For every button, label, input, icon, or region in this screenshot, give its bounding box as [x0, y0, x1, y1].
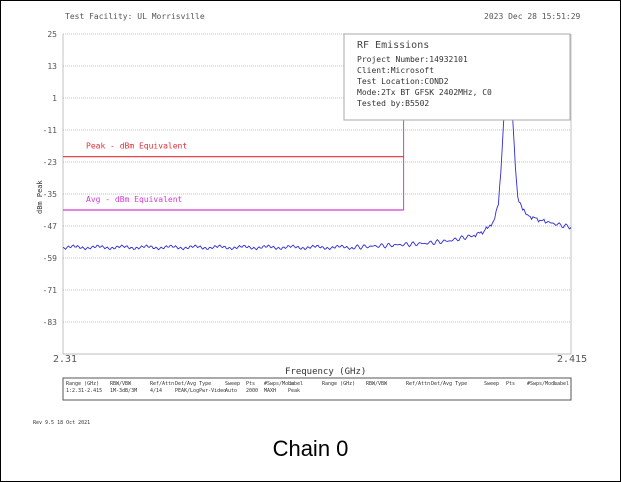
- info-box: [343, 33, 571, 121]
- y-tick-label: 25: [47, 30, 57, 39]
- table-value-left: MAXH: [264, 388, 276, 394]
- y-tick-label: -47: [43, 222, 58, 231]
- info-line-mode: Mode:2Tx BT GFSK 2402MHz, C0: [357, 88, 492, 97]
- table-value-left: Auto: [225, 388, 237, 394]
- y-tick-label: -23: [43, 158, 58, 167]
- table-header-right: #Swps/Mode: [527, 381, 557, 387]
- table-value-left: 1M-3dB/3M: [110, 388, 137, 394]
- settings-table-content: Range (GHz) RBW/VBW Ref/Attn Det/Avg Type Sw…: [66, 381, 569, 394]
- y-tick-label: -11: [43, 126, 58, 135]
- chain-caption: Chain 0: [272, 436, 349, 461]
- table-header-left: Sweep: [225, 381, 240, 387]
- trace-layer: [62, 65, 572, 251]
- trace-line: [62, 65, 572, 251]
- y-tick-label: -35: [43, 190, 58, 199]
- y-tick-label: -59: [43, 254, 58, 263]
- table-header-right: Det/Avg Type: [431, 381, 467, 387]
- info-line-project: Project Number:14932101: [357, 55, 468, 64]
- table-header-left: #Swps/Mode: [264, 381, 294, 387]
- y-axis-title: dBm Peak: [36, 179, 44, 214]
- x-tick-min: 2.31: [53, 354, 77, 365]
- table-value-left: 1:2.31-2.415: [66, 388, 102, 394]
- settings-table: [62, 377, 572, 401]
- y-tick-label: -71: [43, 286, 58, 295]
- table-header-right: RBW/VBW: [366, 381, 388, 387]
- table-header-left: Label: [288, 381, 303, 387]
- y-tick-label: 13: [47, 62, 57, 71]
- table-header-left: Range (GHz): [66, 381, 99, 387]
- table-header-right: Label: [554, 381, 569, 387]
- limit-line-label: Peak - dBm Equivalent: [86, 142, 187, 151]
- grid-layer: [62, 33, 572, 355]
- table-header-left: RBW/VBW: [110, 381, 132, 387]
- table-header-left: Ref/Attn: [150, 381, 174, 387]
- info-line-location: Test Location:COND2: [357, 77, 449, 86]
- y-tick-label: 1: [52, 94, 57, 103]
- table-header-right: Range (GHz): [322, 381, 355, 387]
- header-facility: Test Facility: UL Morrisville: [65, 12, 205, 21]
- limit-line-label: Avg - dBm Equivalent: [86, 195, 183, 204]
- info-line-tested-by: Tested by:B5502: [357, 99, 429, 108]
- info-box-title: RF Emissions: [357, 40, 429, 51]
- table-header-left: Pts: [246, 381, 255, 387]
- table-value-left: 4/14: [150, 388, 162, 394]
- table-header-right: Sweep: [484, 381, 499, 387]
- x-tick-max: 2.415: [557, 354, 587, 365]
- info-line-client: Client:Microsoft: [357, 66, 434, 75]
- table-header-left: Det/Avg Type: [175, 381, 211, 387]
- table-value-left: Peak: [288, 388, 300, 394]
- table-header-right: Pts: [506, 381, 515, 387]
- y-tick-labels: 25 13 1 -11 -23 -35 -47 -59 -71 -83: [43, 30, 58, 327]
- table-header-right: Ref/Attn: [406, 381, 430, 387]
- revision-label: Rev 9.5 18 Oct 2021: [33, 420, 91, 426]
- header-datetime: 2023 Dec 28 15:51:29: [484, 12, 581, 21]
- x-axis-title: Frequency (GHz): [285, 367, 366, 377]
- table-value-left: 2000: [246, 388, 258, 394]
- y-tick-label: -83: [43, 318, 58, 327]
- table-value-left: PEAK/LogPwr-Video: [175, 388, 226, 394]
